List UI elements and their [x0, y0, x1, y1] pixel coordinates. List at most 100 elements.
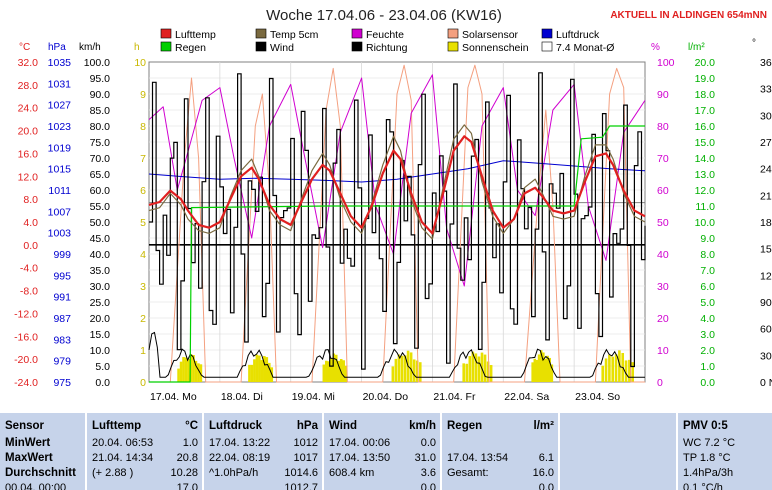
wind-tick-label-16: 20.0: [90, 313, 111, 325]
luftdruck-title: Luftdruck: [209, 420, 263, 432]
sunshine-bar-3-9: [418, 362, 422, 382]
summary-min-label: MinWert: [5, 437, 51, 449]
sunshine-bar-1-4: [258, 355, 261, 382]
sunshine-bar-0-7: [194, 360, 198, 382]
legend-swatch-5: [160, 41, 172, 52]
humidity-tick-label-4: 60: [657, 185, 669, 197]
wind-tick-label-11: 45.0: [90, 233, 111, 245]
lufttemp-min-value: 1.0: [182, 437, 198, 449]
wind-tick-label-13: 35.0: [90, 265, 111, 277]
luftdruck-header: Luftdruck hPa: [209, 419, 318, 433]
wind-tick-label-12: 40.0: [90, 249, 111, 261]
x-label-0: 17.04. Mo: [150, 391, 197, 403]
wind-min-time: 17.04. 00:06: [329, 437, 391, 449]
temp-tick-label-10: -8.0: [20, 286, 38, 298]
x-label-6: 23.04. So: [575, 391, 620, 403]
sunshine-bar-4-5: [477, 356, 481, 382]
rain-tick-label-7: 13.0: [695, 169, 716, 181]
legend-label-0: Lufttemp: [175, 29, 216, 41]
temp-tick-label-13: -20.0: [14, 354, 38, 366]
wind-unit: km/h: [409, 420, 436, 432]
sunshine-bar-3-0: [391, 366, 395, 382]
sunshine-bar-5-9: [550, 364, 554, 382]
sunshine-bar-0-5: [189, 354, 193, 382]
lufttemp-min-time: 20.04. 06:53: [92, 437, 154, 449]
sunshine-bar-1-8: [267, 362, 271, 382]
temp-tick-label-12: -16.0: [14, 331, 38, 343]
sunshine-bar-0-1: [179, 361, 183, 382]
series-temp-5cm: [148, 124, 646, 240]
sunshine-bar-2-8: [342, 360, 345, 382]
luftdruck-unit: hPa: [296, 420, 318, 432]
pmv-windchill: WC 7.2 °C: [683, 437, 736, 449]
wind-max-row: 17.04. 13:50 31.0: [329, 451, 436, 465]
legend-label-9: 7.4 Monat-Ø: [556, 42, 614, 54]
direction-tick-label-3: 270 W: [760, 137, 772, 149]
luftdruck-max-value: 1017: [293, 452, 318, 464]
wind-avg-note: 608.4 km: [329, 467, 375, 479]
rain-tick-label-0: 20.0: [695, 57, 716, 69]
sun-tick-label-8: 2: [140, 313, 146, 325]
axis-ticks: 32.028.024.020.016.012.08.04.00.0-4.0-8.…: [14, 57, 772, 389]
pmv-temp-trend: 0.1 °C/h: [683, 482, 723, 490]
sun-tick-label-1: 9: [140, 89, 146, 101]
lufttemp-extra-row: 17.0: [92, 481, 198, 490]
temp-tick-label-2: 24.0: [18, 103, 39, 115]
location-note: AKTUELL IN ALDINGEN 654mNN: [610, 10, 767, 21]
chart-title: Woche 17.04.06 - 23.04.06 (KW16): [266, 7, 502, 24]
direction-tick-label-2: 300: [760, 110, 772, 122]
humidity-tick-label-1: 90: [657, 89, 669, 101]
regen-max-time: 17.04. 13:54: [447, 452, 509, 464]
luftdruck-extra-row: 1012.7: [209, 481, 318, 490]
summary-avg-label: Durchschnitt: [5, 467, 76, 479]
sunshine-bar-3-6: [409, 352, 413, 382]
summary-sensor-header: Sensor: [5, 420, 44, 432]
temp-tick-label-11: -12.0: [14, 308, 38, 320]
regen-unit: l/m²: [533, 420, 554, 432]
wind-tick-label-6: 70.0: [90, 153, 111, 165]
legend-swatch-0: [160, 28, 172, 39]
temp-tick-label-0: 32.0: [18, 57, 39, 69]
sunshine-bar-3-8: [415, 360, 419, 382]
lufttemp-header: Lufttemp °C: [92, 419, 198, 433]
lufttemp-extra-value: 17.0: [176, 482, 198, 490]
direction-tick-label-5: 210: [760, 190, 772, 202]
humidity-tick-label-6: 40: [657, 249, 669, 261]
sunshine-bar-2-4: [332, 353, 336, 382]
series-lufttemp: [148, 135, 646, 235]
pressure-tick-label-1: 1031: [48, 78, 72, 90]
legend-label-5: Regen: [175, 42, 206, 54]
sunshine-bar-6-0: [601, 365, 605, 382]
summary-extra-label: 00.04. 00:00: [5, 482, 67, 490]
sunshine-bar-0-0: [177, 368, 180, 382]
luftdruck-min-time: 17.04. 13:22: [209, 437, 271, 449]
temp-tick-label-7: 4.0: [23, 217, 38, 229]
rain-tick-label-12: 8.0: [700, 249, 715, 261]
pressure-tick-label-0: 1035: [48, 57, 72, 69]
wind-tick-label-9: 55.0: [90, 201, 111, 213]
legend-label-4: Luftdruck: [556, 29, 600, 41]
summary-luftdruck-column: Luftdruck hPa 17.04. 13:22 1012 22.04. 08:…: [204, 413, 323, 490]
sun-tick-label-7: 3: [140, 281, 146, 293]
sunshine-bar-2-5: [334, 354, 338, 382]
legend-label-6: Wind: [270, 42, 294, 54]
legend-swatch-7: [351, 41, 363, 52]
legend-swatch-1: [255, 28, 267, 39]
wind-tick-label-20: 0.0: [95, 377, 110, 389]
wind-tick-label-1: 95.0: [90, 73, 111, 85]
pressure-tick-label-3: 1023: [48, 121, 72, 133]
temp-tick-label-4: 16.0: [18, 148, 39, 160]
sunshine-bar-2-0: [322, 364, 326, 382]
sun-tick-label-3: 7: [140, 153, 146, 165]
sun-tick-label-5: 5: [140, 217, 146, 229]
direction-tick-label-11: 30: [760, 350, 772, 362]
sunshine-bar-1-6: [263, 356, 266, 382]
sunshine-bar-0-2: [182, 357, 185, 382]
x-label-1: 18.04. Di: [221, 391, 263, 403]
wind-tick-label-14: 30.0: [90, 281, 111, 293]
summary-sensor-column: Sensor MinWert MaxWert Durchschnitt 00.0…: [0, 413, 86, 490]
temp-tick-label-8: 0.0: [23, 240, 38, 252]
luftdruck-avg-note: ^1.0hPa/h: [209, 467, 259, 479]
regen-header: Regen l/m²: [447, 419, 554, 433]
luftdruck-max-row: 22.04. 08:19 1017: [209, 451, 318, 465]
